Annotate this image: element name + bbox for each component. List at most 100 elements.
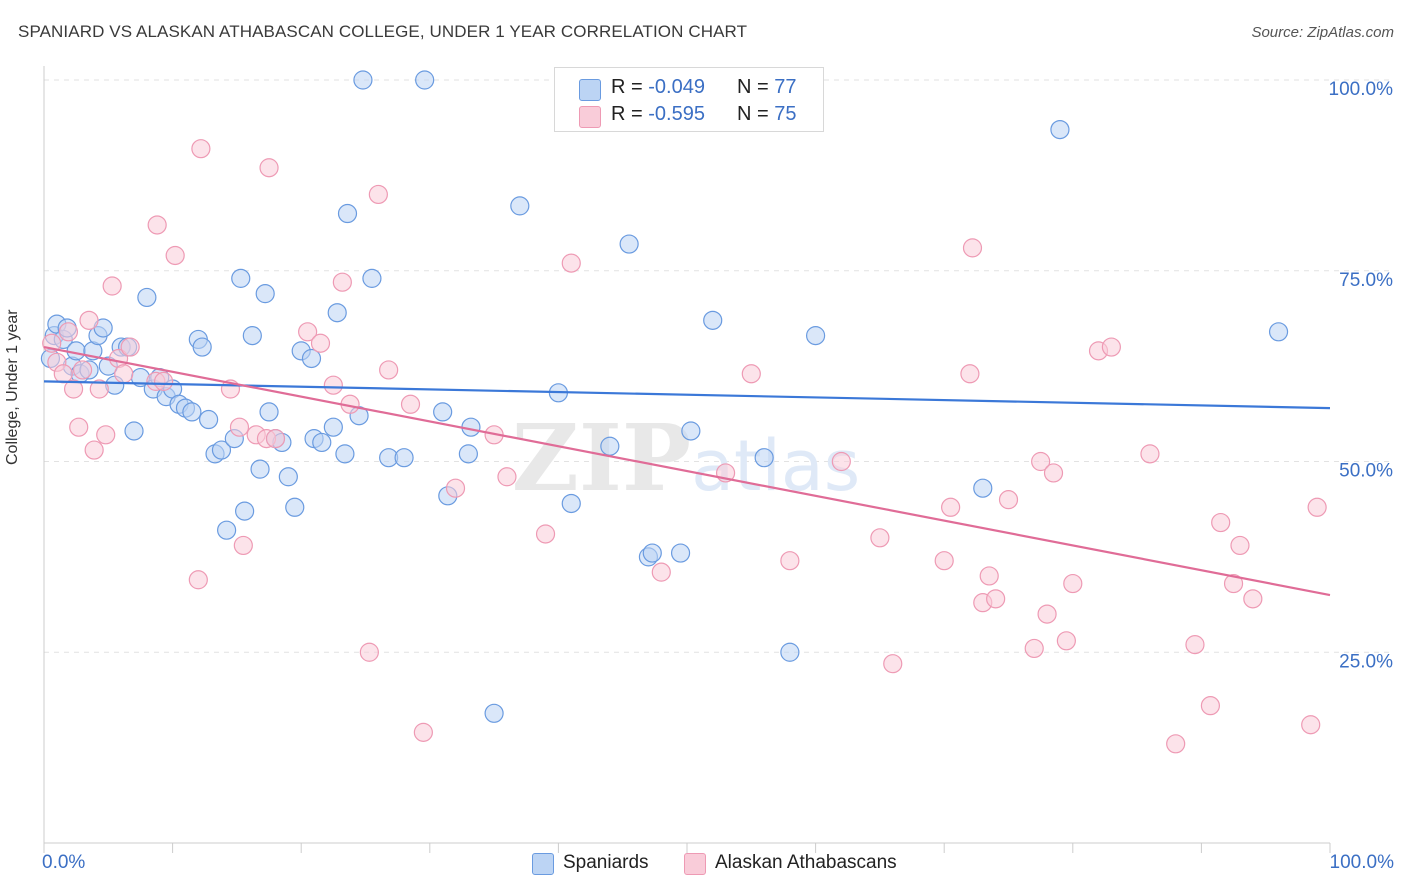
point-athabascans xyxy=(79,310,99,330)
source-credit: Source: ZipAtlas.com xyxy=(1251,24,1394,41)
legend-r-label: R = xyxy=(611,103,649,125)
point-athabascans xyxy=(780,551,800,571)
point-athabascans xyxy=(934,551,954,571)
point-spaniards xyxy=(353,70,373,90)
point-athabascans xyxy=(153,371,174,391)
point-athabascans xyxy=(120,337,140,357)
point-spaniards xyxy=(600,436,620,456)
legend-n-value: 77 xyxy=(774,76,797,98)
point-athabascans xyxy=(84,440,104,460)
point-athabascans xyxy=(962,238,983,258)
legend-swatch-athabascans xyxy=(579,106,601,128)
point-athabascans xyxy=(1243,589,1263,609)
point-athabascans xyxy=(870,528,890,548)
point-athabascans xyxy=(1185,635,1205,655)
point-athabascans xyxy=(651,562,671,582)
point-athabascans xyxy=(359,642,379,662)
point-athabascans xyxy=(400,394,421,414)
point-spaniards xyxy=(137,287,157,308)
point-athabascans xyxy=(1166,734,1186,754)
point-athabascans xyxy=(53,364,73,384)
point-athabascans xyxy=(741,364,761,384)
point-athabascans xyxy=(1307,497,1327,517)
x-tick-min: 0.0% xyxy=(42,852,86,873)
point-athabascans xyxy=(323,375,343,395)
point-athabascans xyxy=(1140,444,1160,464)
point-athabascans xyxy=(72,360,93,380)
point-spaniards xyxy=(301,348,322,369)
point-athabascans xyxy=(998,490,1019,510)
point-spaniards xyxy=(362,268,382,288)
point-spaniards xyxy=(433,402,453,422)
point-spaniards xyxy=(327,303,347,323)
series-athabascans xyxy=(42,139,1327,754)
point-athabascans xyxy=(497,467,517,487)
legend-r-label: R = xyxy=(611,76,649,98)
point-athabascans xyxy=(96,425,116,445)
point-spaniards xyxy=(681,421,701,441)
point-athabascans xyxy=(188,570,208,590)
trend-lines xyxy=(43,345,1331,597)
point-athabascans xyxy=(883,654,903,674)
gridlines xyxy=(44,79,1392,653)
point-athabascans xyxy=(1037,604,1057,624)
point-athabascans xyxy=(368,184,388,205)
point-spaniards xyxy=(217,520,237,540)
point-spaniards xyxy=(259,402,279,422)
point-athabascans xyxy=(1063,573,1083,594)
legend-swatch-spaniards xyxy=(579,79,601,101)
y-tick-label: 50.0% xyxy=(1339,461,1393,482)
point-athabascans xyxy=(259,158,279,178)
point-spaniards xyxy=(231,268,251,288)
point-spaniards xyxy=(510,196,530,216)
point-athabascans xyxy=(63,379,84,399)
trend-line-athabascans xyxy=(43,345,1331,597)
point-athabascans xyxy=(1230,535,1250,556)
point-athabascans xyxy=(445,478,466,498)
point-athabascans xyxy=(191,139,211,159)
legend-n-label: N = xyxy=(737,103,775,125)
point-spaniards xyxy=(255,284,275,304)
point-spaniards xyxy=(323,417,343,437)
legend-label-athabascans: Alaskan Athabascans xyxy=(715,852,897,873)
point-spaniards xyxy=(337,203,358,224)
point-athabascans xyxy=(1031,451,1051,472)
y-tick-label: 25.0% xyxy=(1339,651,1393,672)
point-athabascans xyxy=(165,245,185,266)
point-athabascans xyxy=(1043,463,1064,483)
legend-swatch-spaniards xyxy=(532,853,554,875)
x-tick-max: 100.0% xyxy=(1329,852,1394,873)
point-athabascans xyxy=(1223,573,1244,594)
point-spaniards xyxy=(124,421,144,441)
y-tick-labels: 25.0% 50.0% 75.0% 100.0% xyxy=(1329,79,1394,672)
point-athabascans xyxy=(535,524,556,544)
point-spaniards xyxy=(182,402,202,422)
point-athabascans xyxy=(114,364,134,384)
legend-n-value: 75 xyxy=(774,103,797,125)
point-athabascans xyxy=(1200,696,1221,716)
point-athabascans xyxy=(941,497,961,517)
y-tick-label: 75.0% xyxy=(1339,270,1393,291)
point-spaniards xyxy=(561,493,581,514)
point-athabascans xyxy=(1101,337,1121,357)
point-spaniards xyxy=(335,444,355,464)
trend-line-spaniards xyxy=(43,380,1331,410)
legend-label-spaniards: Spaniards xyxy=(563,852,649,873)
point-spaniards xyxy=(703,310,723,330)
point-spaniards xyxy=(242,326,262,346)
point-spaniards xyxy=(415,70,435,90)
point-spaniards xyxy=(484,703,504,723)
point-athabascans xyxy=(960,364,980,384)
point-athabascans xyxy=(979,566,999,586)
point-athabascans xyxy=(332,272,352,292)
point-athabascans xyxy=(1056,631,1076,651)
point-spaniards xyxy=(1050,119,1070,140)
point-spaniards xyxy=(670,543,691,563)
point-athabascans xyxy=(310,333,331,353)
legend-r-value: -0.049 xyxy=(648,76,705,98)
point-spaniards xyxy=(211,440,232,460)
point-spaniards xyxy=(754,448,774,468)
point-athabascans xyxy=(69,417,89,437)
point-athabascans xyxy=(1301,715,1321,735)
